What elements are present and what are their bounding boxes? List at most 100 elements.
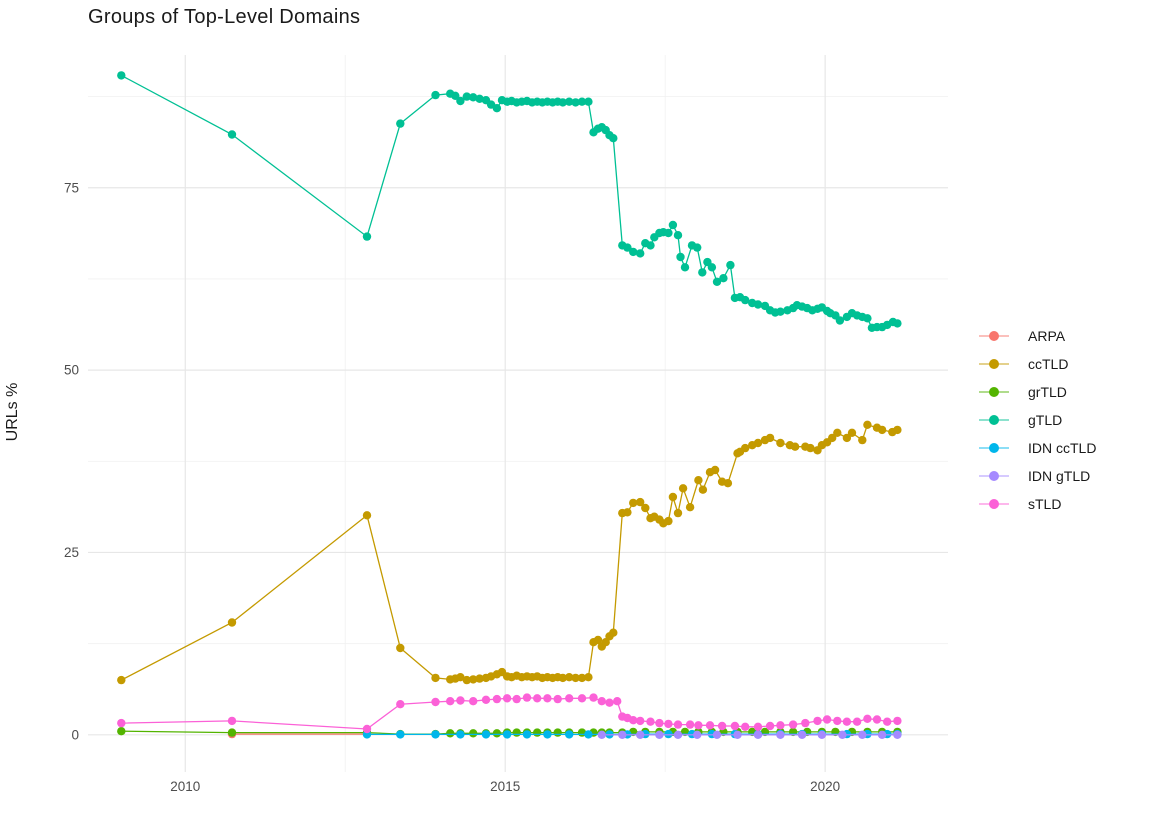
data-point-cctld: [456, 673, 465, 682]
data-point-cctld: [753, 438, 763, 448]
data-point-stld: [872, 715, 882, 724]
data-point-gtld: [673, 231, 683, 240]
data-point-stld: [694, 721, 703, 730]
data-point-stld: [396, 700, 405, 709]
data-point-stld: [446, 697, 455, 706]
data-point-idn-cctld: [584, 730, 593, 739]
data-point-cctld: [833, 428, 842, 437]
data-point-idn-gtld: [636, 730, 645, 739]
data-point-stld: [893, 716, 902, 726]
data-point-stld: [741, 722, 750, 731]
data-point-stld: [655, 718, 664, 728]
legend-item-grtld: grTLD: [978, 378, 1096, 406]
legend-label-idn-gtld: IDN gTLD: [1028, 468, 1091, 484]
legend-label-idn-cctld: IDN ccTLD: [1028, 440, 1097, 456]
data-point-stld: [362, 724, 372, 734]
data-point-grtld: [227, 728, 237, 737]
data-point-idn-cctld: [522, 730, 532, 739]
data-point-stld: [833, 716, 842, 726]
legend-item-arpa: ARPA: [978, 322, 1096, 350]
data-point-stld: [673, 720, 683, 729]
data-point-idn-gtld: [712, 730, 722, 739]
data-point-grtld: [117, 727, 126, 736]
data-point-stld: [788, 720, 798, 729]
legend-key-gtld-icon: [979, 415, 1009, 425]
data-point-idn-cctld: [565, 730, 574, 739]
data-point-cctld: [227, 618, 237, 627]
data-point-cctld: [776, 438, 785, 448]
data-point-stld: [883, 717, 892, 726]
legend-key-arpa-icon: [979, 331, 1009, 341]
data-point-stld: [565, 694, 574, 703]
data-point-gtld: [623, 243, 632, 252]
data-point-cctld: [842, 433, 852, 443]
data-point-gtld: [893, 319, 902, 328]
data-point-stld: [553, 694, 562, 704]
x-tick-label: 2015: [490, 779, 520, 794]
legend-item-stld: sTLD: [978, 490, 1096, 518]
legend-key-idn-cctld-icon: [979, 443, 1009, 453]
data-point-stld: [456, 696, 465, 705]
data-point-cctld: [806, 443, 815, 453]
data-point-idn-cctld: [396, 730, 405, 739]
data-point-gtld: [680, 263, 690, 272]
data-point-cctld: [863, 420, 872, 429]
data-point-idn-gtld: [673, 730, 683, 739]
data-point-cctld: [462, 675, 471, 685]
data-point-gtld: [475, 94, 484, 104]
data-point-gtld: [646, 241, 655, 250]
data-point-stld: [512, 694, 521, 704]
y-tick-label: 25: [64, 545, 79, 560]
legend-label-grtld: grTLD: [1028, 384, 1067, 400]
data-point-stld: [227, 716, 237, 726]
legend-label-gtld: gTLD: [1028, 412, 1063, 428]
data-point-stld: [492, 694, 502, 704]
data-point-stld: [852, 717, 862, 726]
data-point-cctld: [558, 673, 567, 683]
data-point-gtld: [609, 134, 618, 143]
data-point-stld: [776, 721, 785, 730]
data-point-stld: [597, 697, 606, 706]
legend-item-idn-gtld: IDN gTLD: [978, 462, 1096, 490]
y-tick-label: 50: [64, 363, 79, 378]
data-point-gtld: [719, 274, 728, 283]
legend-key-grtld-icon: [979, 387, 1009, 397]
data-point-idn-gtld: [776, 730, 785, 739]
data-point-cctld: [673, 508, 683, 518]
series-gtld: [117, 71, 902, 332]
data-point-gtld: [726, 260, 735, 270]
legend-label-stld: sTLD: [1028, 496, 1062, 512]
x-tick-label: 2020: [810, 779, 840, 794]
data-point-cctld: [396, 643, 405, 653]
data-point-gtld: [668, 220, 678, 230]
data-point-grtld: [553, 728, 562, 737]
data-point-idn-gtld: [733, 730, 742, 739]
data-point-grtld: [446, 729, 455, 738]
data-point-cctld: [362, 511, 372, 520]
data-point-grtld: [469, 729, 478, 738]
data-point-gtld: [863, 314, 872, 323]
data-point-stld: [801, 718, 810, 728]
data-point-stld: [431, 697, 440, 707]
y-tick-label: 75: [64, 180, 79, 195]
data-point-stld: [717, 721, 727, 731]
data-point-grtld: [512, 728, 521, 737]
data-point-stld: [605, 698, 614, 707]
data-point-gtld: [584, 97, 593, 106]
data-point-gtld: [565, 97, 574, 106]
data-point-cctld: [877, 425, 887, 435]
data-point-gtld: [558, 98, 567, 107]
y-tick-label: 0: [71, 727, 79, 742]
data-point-idn-gtld: [817, 730, 827, 739]
legend-key-cctld-icon: [979, 359, 1009, 369]
data-point-idn-cctld: [431, 730, 440, 739]
data-point-cctld: [723, 479, 733, 488]
data-point-cctld: [593, 635, 603, 645]
data-point-gtld: [776, 307, 785, 316]
data-point-gtld: [396, 119, 405, 128]
data-point-idn-gtld: [877, 730, 887, 739]
data-point-stld: [636, 716, 645, 726]
data-point-stld: [629, 716, 638, 725]
data-point-cctld: [765, 433, 775, 443]
data-point-gtld: [636, 249, 645, 258]
